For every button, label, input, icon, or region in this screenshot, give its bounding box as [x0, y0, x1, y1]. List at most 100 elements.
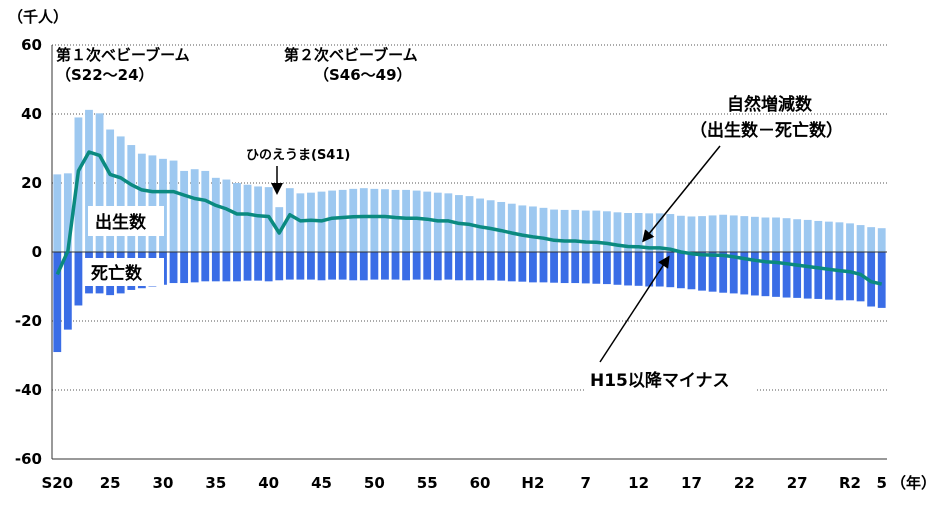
birth-bar [581, 210, 590, 252]
death-bar [476, 252, 484, 281]
birth-bar [803, 219, 812, 252]
x-tick-label: 55 [417, 474, 438, 492]
death-bar [634, 252, 643, 286]
boom2-years: （S46～49） [314, 66, 412, 84]
birth-bar [307, 192, 315, 252]
birth-bar [233, 183, 241, 252]
birth-bar [211, 177, 220, 252]
death-bar [53, 252, 62, 353]
death-bar [254, 252, 263, 281]
death-bar [296, 252, 305, 280]
x-tick-label: 50 [364, 474, 385, 492]
x-tick-label: 27 [787, 474, 808, 492]
birth-bar [814, 220, 823, 252]
x-tick-label: 35 [205, 474, 226, 492]
birth-bar [867, 227, 876, 252]
death-bar [645, 252, 654, 287]
birth-bar [349, 188, 358, 252]
death-bar [507, 252, 516, 282]
boom1-years: （S22～24） [56, 66, 154, 84]
birth-bar [338, 189, 347, 252]
death-bar [169, 252, 178, 284]
x-tick-label: 5 [876, 474, 886, 492]
birth-bar [529, 206, 537, 252]
death-bar [856, 252, 865, 302]
death-bar [190, 252, 199, 283]
grid-lines [52, 44, 887, 391]
death-bar [222, 252, 231, 282]
y-tick-label: 60 [21, 36, 42, 54]
death-bar [624, 252, 632, 286]
birth-bar [592, 210, 601, 252]
death-bar [275, 252, 284, 281]
birth-bar [74, 117, 83, 252]
natural-change-formula: （出生数－死亡数） [690, 120, 843, 141]
death-bar [560, 252, 569, 284]
death-bar [571, 252, 580, 284]
birth-bar [687, 216, 696, 252]
death-bar [877, 252, 886, 308]
death-bar [719, 252, 728, 293]
birth-bar [222, 179, 231, 252]
birth-bar [835, 222, 844, 252]
birth-bar [159, 158, 167, 252]
birth-bar [560, 209, 569, 252]
y-tick-label: 20 [21, 174, 42, 192]
birth-bar [571, 209, 580, 252]
death-bar [412, 252, 421, 280]
x-tick-label: H2 [521, 474, 544, 492]
birth-bar [328, 190, 337, 252]
birth-bar [169, 160, 178, 252]
death-bar [835, 252, 844, 301]
birth-bar [106, 129, 115, 252]
death-bar [180, 252, 189, 284]
death-bar [328, 252, 337, 280]
negative-note-arrow [599, 255, 670, 363]
death-bar [602, 252, 611, 285]
death-bar [370, 252, 379, 280]
death-bar [824, 252, 833, 300]
death-bar [381, 252, 389, 280]
death-bar [761, 252, 770, 297]
birth-bar [391, 189, 400, 252]
y-tick-label: -60 [15, 450, 42, 468]
death-bar [486, 252, 495, 281]
birth-bar [708, 215, 717, 252]
death-bar [740, 252, 749, 295]
birth-bar [666, 214, 675, 252]
birth-bar [856, 225, 865, 252]
birth-bar [497, 201, 506, 252]
natural-change-title: 自然増減数 [727, 94, 813, 115]
death-bar [243, 252, 252, 281]
birth-bar [772, 217, 780, 252]
boom1-title: 第１次ベビーブーム [56, 46, 190, 64]
birth-bar [412, 190, 421, 252]
birth-bar [63, 173, 72, 252]
annotation-arrows [271, 145, 721, 363]
death-bar [592, 252, 601, 284]
x-tick-label: 60 [470, 474, 491, 492]
death-bar [772, 252, 780, 297]
birth-bar [486, 200, 495, 252]
deaths-label-bg [84, 258, 164, 286]
death-bar [359, 252, 368, 281]
x-tick-label: 12 [628, 474, 649, 492]
y-tick-label: -20 [15, 312, 42, 330]
birth-bar [148, 155, 157, 252]
birth-bar [782, 218, 791, 252]
death-bar [423, 252, 432, 280]
birth-bar [624, 213, 632, 252]
death-bar [455, 252, 463, 281]
birth-bar [761, 217, 770, 252]
birth-bar [539, 207, 548, 252]
birth-bar [824, 221, 833, 252]
birth-bar [613, 212, 622, 252]
death-bar [550, 252, 558, 283]
death-bar [793, 252, 802, 298]
birth-bar [518, 205, 527, 252]
x-tick-label: 17 [681, 474, 702, 492]
birth-bar [137, 153, 146, 252]
x-tick-label: 40 [258, 474, 279, 492]
death-bar [803, 252, 812, 299]
